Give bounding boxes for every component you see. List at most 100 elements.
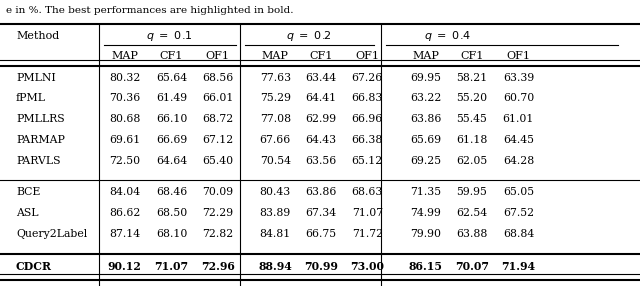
Text: 74.99: 74.99 [410, 208, 441, 218]
Text: 65.40: 65.40 [202, 156, 233, 166]
Text: 66.38: 66.38 [351, 135, 383, 145]
Text: 62.54: 62.54 [456, 208, 487, 218]
Text: 60.70: 60.70 [503, 94, 534, 104]
Text: 70.09: 70.09 [202, 187, 233, 197]
Text: 67.66: 67.66 [260, 135, 291, 145]
Text: Method: Method [16, 31, 60, 41]
Text: 90.12: 90.12 [108, 261, 141, 272]
Text: MAP: MAP [412, 51, 439, 61]
Text: 68.63: 68.63 [351, 187, 383, 197]
Text: 64.43: 64.43 [306, 135, 337, 145]
Text: 61.18: 61.18 [456, 135, 488, 145]
Text: 72.50: 72.50 [109, 156, 140, 166]
Text: 77.08: 77.08 [260, 114, 291, 124]
Text: 65.64: 65.64 [156, 73, 187, 83]
Text: 59.95: 59.95 [456, 187, 487, 197]
Text: BCE: BCE [16, 187, 40, 197]
Text: CF1: CF1 [310, 51, 333, 61]
Text: 75.29: 75.29 [260, 94, 291, 104]
Text: 68.46: 68.46 [156, 187, 187, 197]
Text: 69.25: 69.25 [410, 156, 441, 166]
Text: 66.10: 66.10 [156, 114, 188, 124]
Text: 67.52: 67.52 [503, 208, 534, 218]
Text: $q\ =\ 0.1$: $q\ =\ 0.1$ [147, 29, 193, 43]
Text: 83.89: 83.89 [260, 208, 291, 218]
Text: CDCR: CDCR [16, 261, 52, 272]
Text: e in %. The best performances are highlighted in bold.: e in %. The best performances are highli… [6, 5, 294, 15]
Text: 63.56: 63.56 [306, 156, 337, 166]
Text: 62.99: 62.99 [306, 114, 337, 124]
Text: 67.12: 67.12 [202, 135, 233, 145]
Text: 55.20: 55.20 [456, 94, 487, 104]
Text: 68.10: 68.10 [156, 229, 188, 239]
Text: CF1: CF1 [460, 51, 483, 61]
Text: 68.72: 68.72 [202, 114, 233, 124]
Text: 63.22: 63.22 [410, 94, 442, 104]
Text: 66.83: 66.83 [351, 94, 383, 104]
Text: 79.90: 79.90 [410, 229, 441, 239]
Text: 77.63: 77.63 [260, 73, 291, 83]
Text: 84.81: 84.81 [260, 229, 291, 239]
Text: 62.05: 62.05 [456, 156, 487, 166]
Text: 72.29: 72.29 [202, 208, 233, 218]
Text: PMLNI: PMLNI [16, 73, 56, 83]
Text: 64.45: 64.45 [503, 135, 534, 145]
Text: 71.07: 71.07 [352, 208, 383, 218]
Text: 70.07: 70.07 [454, 261, 489, 272]
Text: 65.69: 65.69 [410, 135, 441, 145]
Text: 70.36: 70.36 [109, 94, 140, 104]
Text: 72.82: 72.82 [202, 229, 233, 239]
Text: 73.00: 73.00 [350, 261, 385, 272]
Text: 66.75: 66.75 [306, 229, 337, 239]
Text: OF1: OF1 [355, 51, 380, 61]
Text: 69.95: 69.95 [410, 73, 441, 83]
Text: 61.01: 61.01 [502, 114, 534, 124]
Text: 72.96: 72.96 [201, 261, 234, 272]
Text: fPML: fPML [16, 94, 46, 104]
Text: 86.62: 86.62 [109, 208, 141, 218]
Text: 66.01: 66.01 [202, 94, 234, 104]
Text: 66.96: 66.96 [352, 114, 383, 124]
Text: 71.07: 71.07 [154, 261, 189, 272]
Text: Query2Label: Query2Label [16, 229, 87, 239]
Text: 71.35: 71.35 [410, 187, 441, 197]
Text: 87.14: 87.14 [109, 229, 140, 239]
Text: 80.68: 80.68 [109, 114, 141, 124]
Text: $q\ =\ 0.4$: $q\ =\ 0.4$ [424, 29, 472, 43]
Text: 63.44: 63.44 [306, 73, 337, 83]
Text: PARVLS: PARVLS [16, 156, 61, 166]
Text: 70.54: 70.54 [260, 156, 291, 166]
Text: 55.45: 55.45 [456, 114, 487, 124]
Text: 64.41: 64.41 [306, 94, 337, 104]
Text: 65.05: 65.05 [503, 187, 534, 197]
Text: 64.28: 64.28 [503, 156, 534, 166]
Text: 70.99: 70.99 [305, 261, 338, 272]
Text: CF1: CF1 [160, 51, 183, 61]
Text: MAP: MAP [111, 51, 138, 61]
Text: 88.94: 88.94 [259, 261, 292, 272]
Text: 68.84: 68.84 [503, 229, 534, 239]
Text: 65.12: 65.12 [352, 156, 383, 166]
Text: 63.86: 63.86 [305, 187, 337, 197]
Text: 69.61: 69.61 [109, 135, 140, 145]
Text: 63.88: 63.88 [456, 229, 488, 239]
Text: 68.50: 68.50 [156, 208, 187, 218]
Text: ASL: ASL [16, 208, 38, 218]
Text: 71.72: 71.72 [352, 229, 383, 239]
Text: 84.04: 84.04 [109, 187, 140, 197]
Text: 66.69: 66.69 [156, 135, 187, 145]
Text: OF1: OF1 [205, 51, 230, 61]
Text: PARMAP: PARMAP [16, 135, 65, 145]
Text: 67.26: 67.26 [352, 73, 383, 83]
Text: 80.32: 80.32 [109, 73, 141, 83]
Text: 80.43: 80.43 [260, 187, 291, 197]
Text: 86.15: 86.15 [408, 261, 443, 272]
Text: 61.49: 61.49 [156, 94, 187, 104]
Text: 67.34: 67.34 [306, 208, 337, 218]
Text: 71.94: 71.94 [501, 261, 536, 272]
Text: OF1: OF1 [506, 51, 531, 61]
Text: $q\ =\ 0.2$: $q\ =\ 0.2$ [285, 29, 332, 43]
Text: PMLLRS: PMLLRS [16, 114, 65, 124]
Text: 63.39: 63.39 [503, 73, 534, 83]
Text: MAP: MAP [262, 51, 289, 61]
